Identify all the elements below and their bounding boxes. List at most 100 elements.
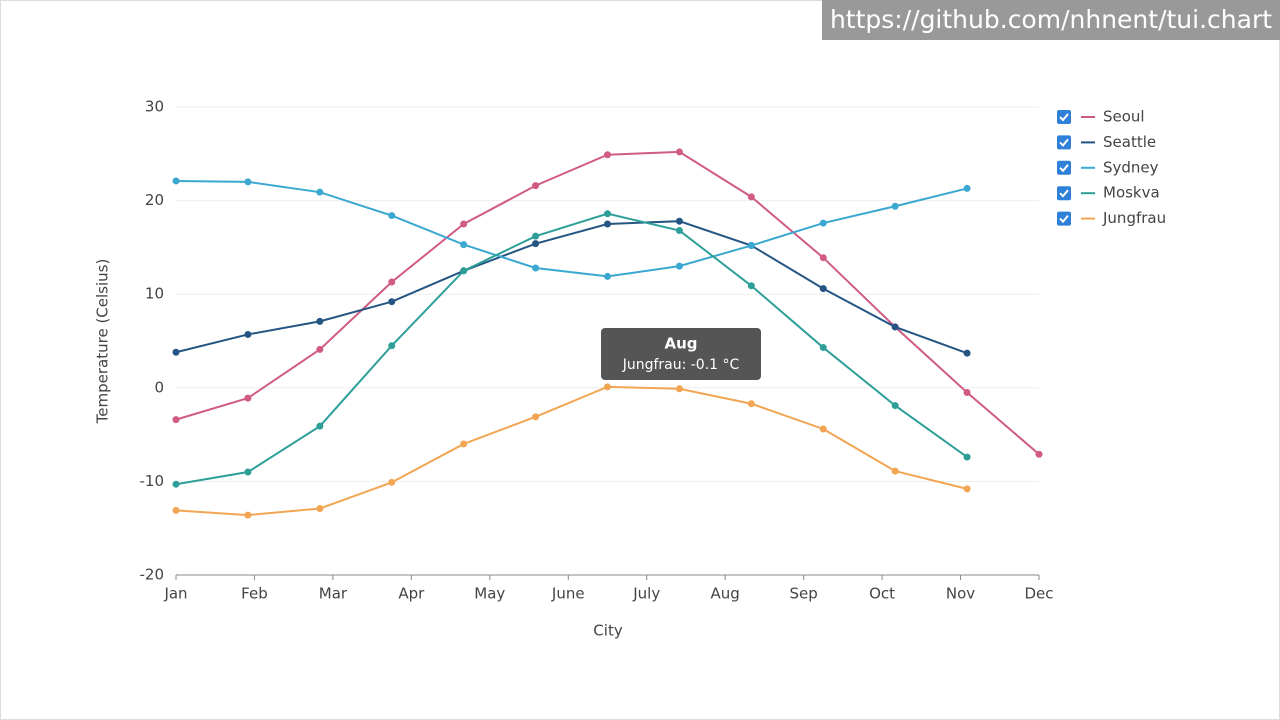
point	[891, 467, 899, 475]
point	[819, 344, 827, 352]
point	[963, 184, 971, 192]
legend-label: Seoul	[1103, 108, 1145, 126]
point	[675, 262, 683, 270]
point	[819, 425, 827, 433]
legend-label: Moskva	[1103, 184, 1160, 202]
point	[244, 394, 252, 402]
point	[244, 468, 252, 476]
point	[172, 348, 180, 356]
y-tick-label: 0	[154, 378, 164, 396]
y-axis-title: Temperature (Celsius)	[94, 259, 112, 425]
point	[460, 220, 468, 228]
point	[891, 323, 899, 331]
plot: -20 -10 0 10 20 30 Jan Feb Mar Apr May June July Aug S…	[140, 98, 1054, 603]
watermark-bg	[822, 0, 1280, 40]
x-tick-label: June	[551, 585, 585, 603]
point	[604, 210, 611, 218]
point	[604, 151, 611, 159]
x-tick-label: Mar	[319, 585, 348, 603]
point	[316, 317, 324, 325]
y-tick-label: 20	[145, 191, 164, 209]
legend-item[interactable]: Sydney	[1057, 158, 1159, 176]
legend-checkbox[interactable]	[1057, 110, 1071, 124]
point	[963, 485, 971, 493]
legend-checkbox[interactable]	[1057, 160, 1071, 175]
point	[316, 422, 324, 430]
point	[532, 413, 540, 421]
point	[891, 202, 899, 210]
tooltip: Aug Jungfrau: -0.1 °C	[601, 328, 761, 380]
x-tick-label: Sep	[789, 585, 817, 603]
checkmark	[1059, 214, 1069, 224]
x-tick-label: Aug	[711, 585, 740, 603]
legend-item[interactable]: Moskva	[1057, 184, 1160, 202]
point	[675, 385, 683, 393]
point	[1035, 450, 1043, 458]
x-tick-label: Dec	[1024, 585, 1053, 603]
series-line	[175, 179, 968, 278]
series-line	[175, 220, 968, 355]
legend: Seoul Seattle Sydney Moskva Jungfrau	[1057, 108, 1166, 227]
y-tick-label: 30	[145, 98, 164, 116]
point	[963, 453, 971, 461]
checkmark	[1059, 189, 1069, 198]
point	[675, 217, 683, 225]
legend-item[interactable]: Seoul	[1057, 108, 1145, 126]
checkmark	[1059, 113, 1069, 122]
legend-label: Jungfrau	[1102, 209, 1166, 227]
point	[316, 188, 324, 196]
x-tick-label: July	[632, 585, 660, 603]
point	[819, 254, 827, 262]
point	[388, 212, 396, 220]
legend-label: Sydney	[1103, 158, 1159, 176]
point	[604, 220, 611, 228]
point	[963, 349, 971, 357]
point	[460, 267, 468, 275]
point	[244, 330, 252, 338]
legend-label: Seattle	[1103, 133, 1156, 151]
point	[460, 440, 468, 448]
x-tick-label: Apr	[398, 585, 425, 603]
point	[675, 148, 683, 156]
tooltip-title: Aug	[664, 335, 697, 353]
tooltip-box	[601, 328, 761, 380]
series-line	[175, 385, 968, 517]
point	[172, 506, 180, 514]
legend-checkbox[interactable]	[1057, 186, 1071, 201]
point	[388, 278, 396, 286]
point	[532, 182, 540, 190]
point	[532, 264, 540, 272]
point	[747, 400, 755, 408]
point	[172, 480, 180, 488]
point	[604, 272, 611, 280]
point	[819, 285, 827, 293]
point	[172, 177, 180, 185]
point	[460, 241, 468, 249]
x-tick-label: May	[474, 585, 505, 603]
tooltip-text: Jungfrau: -0.1 °C	[622, 357, 740, 373]
legend-checkbox[interactable]	[1057, 211, 1071, 226]
checkmark	[1059, 138, 1069, 147]
y-tick-label: -10	[140, 472, 165, 490]
point	[316, 505, 324, 513]
point	[532, 240, 540, 248]
point	[747, 242, 755, 250]
y-tick-label: -20	[140, 566, 165, 584]
x-axis-title: City	[593, 622, 623, 640]
legend-checkbox[interactable]	[1057, 135, 1071, 150]
point	[244, 178, 252, 186]
point	[532, 232, 540, 240]
point	[244, 511, 252, 519]
x-tick-label: Oct	[869, 585, 895, 603]
point	[316, 345, 324, 353]
x-tick-label: Nov	[946, 585, 975, 603]
point	[675, 227, 683, 235]
point	[819, 219, 827, 227]
x-tick-label: Jan	[163, 585, 187, 603]
point	[891, 402, 899, 410]
legend-item[interactable]: Jungfrau	[1057, 209, 1166, 227]
point	[388, 298, 396, 306]
legend-item[interactable]: Seattle	[1057, 133, 1156, 151]
